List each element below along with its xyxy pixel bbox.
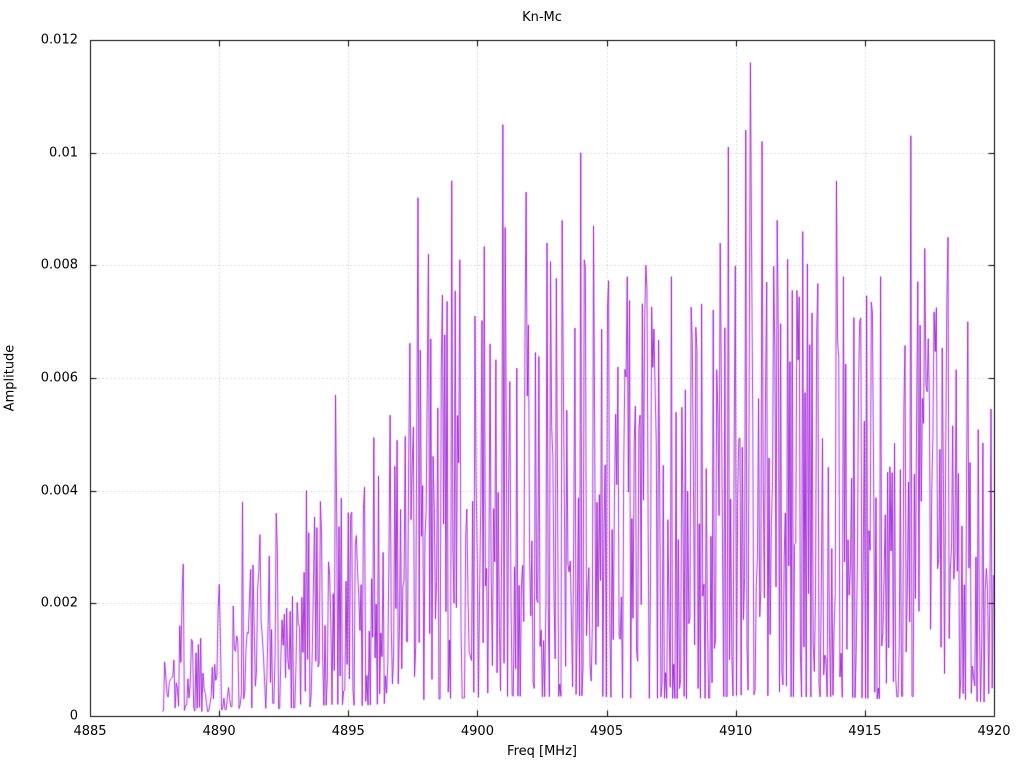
y-tick-label: 0.008: [40, 257, 78, 273]
y-tick-label: 0.002: [40, 595, 78, 611]
y-tick-label: 0.01: [49, 145, 78, 161]
x-tick-label: 4900: [460, 724, 494, 739]
y-tick-label: 0.012: [40, 32, 78, 48]
x-tick-label: 4885: [73, 724, 107, 739]
x-tick-label: 4895: [331, 724, 365, 739]
y-tick-label: 0.004: [40, 483, 78, 499]
x-tick-label: 4890: [202, 724, 236, 739]
x-tick-label: 4915: [848, 724, 882, 739]
y-tick-label: 0.006: [40, 370, 78, 386]
x-tick-label: 4905: [590, 724, 624, 739]
x-tick-label: 4920: [977, 724, 1011, 739]
y-tick-label: 0: [69, 708, 78, 724]
x-tick-label: 4910: [719, 724, 753, 739]
